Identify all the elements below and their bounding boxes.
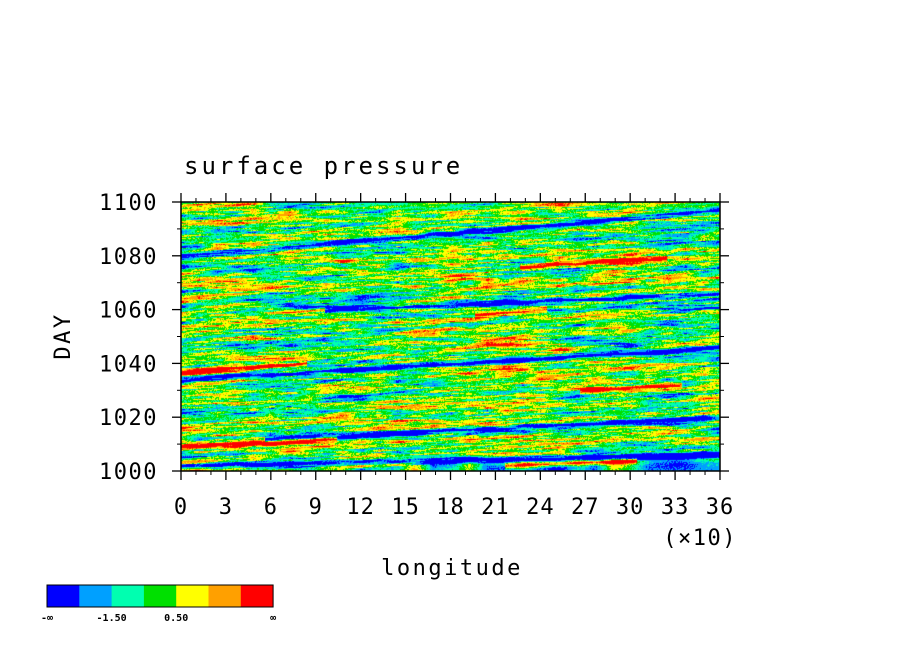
colorbar-label: 0.50 [164,613,188,624]
y-tick-label: 1060 [99,299,158,324]
x-scale-note: (×10) [663,526,737,551]
x-tick-label: 36 [706,495,735,520]
axes: 0 3 6 9 12 15 18 21 24 27 30 33 36100010201040106010… [99,191,735,520]
y-tick-label: 1040 [99,352,158,377]
x-tick-label: 3 [219,495,233,520]
colorbar-swatch [143,585,177,607]
x-tick-label: 12 [346,495,375,520]
colorbar-swatch [47,585,80,607]
colorbar: -∞ -1.50 0.50 ∞ [41,584,276,624]
colorbar-swatch [111,585,145,607]
y-tick-label: 1100 [99,191,158,216]
x-tick-label: 33 [661,495,690,520]
heatmap-field [181,202,720,471]
x-tick-label: 15 [391,495,420,520]
y-tick-label: 1080 [99,245,158,270]
x-tick-label: 9 [309,495,323,520]
colorbar-swatch [176,585,209,607]
x-tick-label: 6 [264,495,278,520]
x-tick-label: 27 [571,495,600,520]
x-axis-label: longitude [381,556,523,581]
x-tick-label: 0 [174,495,188,520]
x-tick-label: 24 [526,495,555,520]
colorbar-swatch [208,585,242,607]
plot-area [181,202,720,471]
y-tick-label: 1020 [99,406,158,431]
colorbar-label: -1.50 [97,613,127,624]
x-tick-label: 21 [481,495,510,520]
colorbar-swatch [240,585,274,607]
x-tick-label: 30 [616,495,645,520]
chart-title: surface pressure [184,152,463,180]
colorbar-label: -∞ [41,613,53,624]
colorbar-swatch [79,585,112,607]
colorbar-label: ∞ [270,613,276,624]
colorbar-frame [46,584,274,608]
y-axis-label: DAY [51,312,76,359]
x-tick-label: 18 [436,495,465,520]
y-tick-label: 1000 [99,460,158,485]
